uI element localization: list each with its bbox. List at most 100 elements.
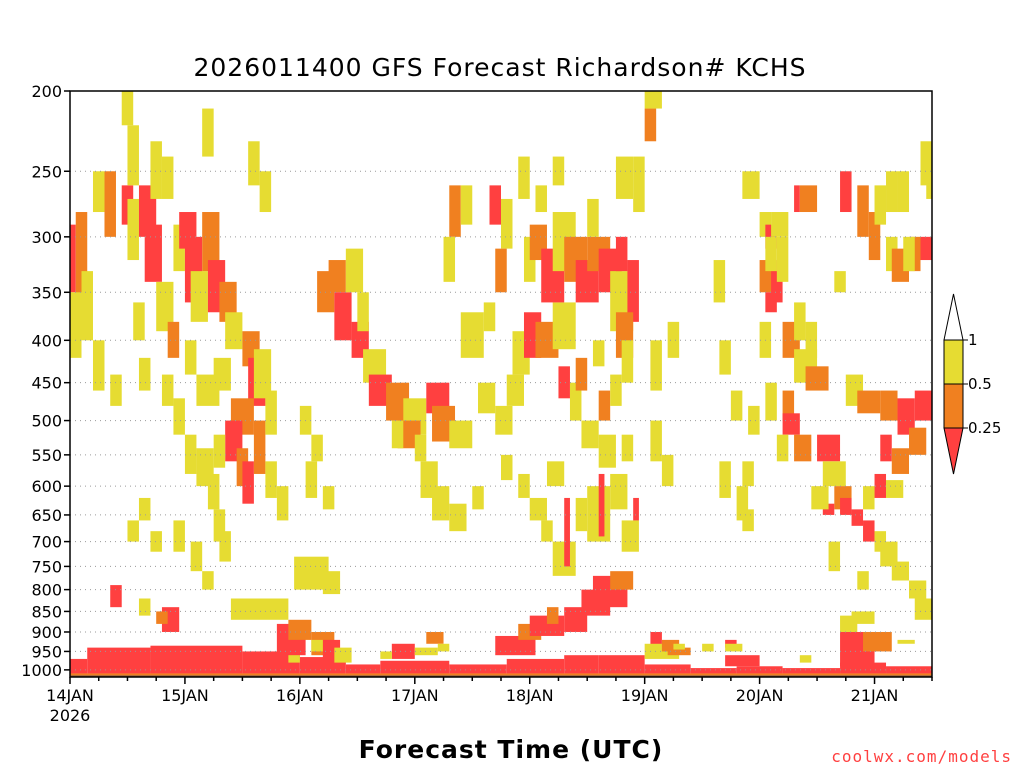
heatmap-cell xyxy=(569,382,582,421)
heatmap-cell xyxy=(92,171,105,213)
heatmap-cell xyxy=(345,664,381,674)
heatmap-cell xyxy=(219,281,237,322)
heatmap-cell xyxy=(127,520,139,542)
y-tick-label: 400 xyxy=(31,331,62,350)
heatmap-cell xyxy=(650,340,662,391)
heatmap-cell xyxy=(552,302,576,350)
heatmap-cell xyxy=(70,292,82,358)
heatmap-cell xyxy=(460,185,473,225)
heatmap-cell xyxy=(311,639,323,652)
heatmap-cell xyxy=(909,580,927,599)
heatmap-cell xyxy=(518,156,530,199)
heatmap-cell xyxy=(242,461,254,504)
heatmap-cell xyxy=(230,598,289,620)
heatmap-cell xyxy=(150,141,162,199)
heatmap-cell xyxy=(868,212,881,261)
heatmap-cell xyxy=(765,236,777,272)
heatmap-cell xyxy=(650,420,662,462)
heatmap-cell xyxy=(248,141,260,186)
heatmap-cell xyxy=(863,520,875,542)
x-tick-label: 14JAN xyxy=(46,686,94,705)
heatmap-cell xyxy=(380,660,450,674)
y-tick-label: 500 xyxy=(31,412,62,431)
heatmap-cell xyxy=(437,643,450,652)
heatmap-cell xyxy=(173,398,185,435)
y-tick-label: 300 xyxy=(31,228,62,247)
heatmap-cell xyxy=(828,541,841,572)
heatmap-cell xyxy=(70,658,88,674)
heatmap-cell xyxy=(627,260,639,322)
heatmap-cell xyxy=(736,666,783,674)
heatmap-cell xyxy=(644,108,657,142)
heatmap-cell xyxy=(259,171,272,213)
heatmap-cell xyxy=(506,658,565,674)
heatmap-cell xyxy=(891,448,910,474)
heatmap-cell xyxy=(575,497,588,532)
heatmap-cell xyxy=(357,292,369,332)
heatmap-cell xyxy=(443,236,456,282)
heatmap-cell xyxy=(840,615,858,632)
source-credit[interactable]: coolwx.com/models xyxy=(831,747,1012,766)
heatmap-cell xyxy=(253,420,266,474)
heatmap-cell xyxy=(667,647,691,656)
y-tick-label: 550 xyxy=(31,446,62,465)
heatmap-cell xyxy=(782,390,795,421)
heatmap-cell xyxy=(138,598,151,616)
heatmap-cell xyxy=(897,398,915,435)
heatmap-cell xyxy=(592,340,605,367)
heatmap-cell xyxy=(661,454,674,487)
y-tick-label: 900 xyxy=(31,623,62,642)
heatmap-cell xyxy=(449,664,507,674)
x-tick-label: 16JAN xyxy=(276,686,324,705)
heatmap-cell xyxy=(156,281,174,332)
heatmap-cell xyxy=(840,171,852,213)
heatmap-cell xyxy=(81,271,93,341)
heatmap-cell xyxy=(794,434,812,462)
y-tick-label: 750 xyxy=(31,557,62,576)
y-tick-label: 650 xyxy=(31,506,62,525)
heatmap-cell xyxy=(799,655,812,663)
heatmap-cell xyxy=(311,434,323,462)
heatmap-cell xyxy=(225,312,243,350)
heatmap-cell xyxy=(598,655,645,674)
heatmap-cell xyxy=(305,461,318,498)
heatmap-cell xyxy=(495,635,536,656)
heatmap-cell xyxy=(472,486,484,510)
heatmap-cell xyxy=(776,236,789,282)
heatmap-cell xyxy=(633,156,645,213)
heatmap-cell xyxy=(857,185,869,237)
heatmap-cell xyxy=(265,461,277,498)
chart-title: 2026011400 GFS Forecast Richardson# KCHS xyxy=(193,53,806,82)
heatmap-cell xyxy=(587,198,599,237)
y-tick-label: 350 xyxy=(31,283,62,302)
heatmap-cell xyxy=(322,571,341,595)
heatmap-cell xyxy=(87,647,151,674)
heatmap-cell xyxy=(799,185,818,213)
y-axis: 200 250 300 350 400 450 500 550 600 650 700 750 800 8… xyxy=(21,82,70,680)
heatmap-cell xyxy=(110,374,122,406)
heatmap-cell xyxy=(121,91,134,126)
x-tick-label: 17JAN xyxy=(391,686,439,705)
heatmap-cell xyxy=(759,212,772,237)
heatmap-cell xyxy=(748,405,760,435)
heatmap-cell xyxy=(541,520,553,542)
heatmap-cell xyxy=(558,366,570,399)
heatmap-cell xyxy=(736,486,749,521)
legend-label: 0.5 xyxy=(968,375,992,393)
heatmap-cell xyxy=(725,643,743,652)
heatmap-cell xyxy=(133,302,145,341)
heatmap-cell xyxy=(730,390,743,421)
heatmap-cell xyxy=(242,651,300,674)
heatmap-cell xyxy=(610,571,634,590)
heatmap-cell xyxy=(368,374,392,406)
heatmap-cell xyxy=(880,434,892,462)
heatmap-cell xyxy=(880,390,898,421)
heatmap-cell xyxy=(104,171,116,237)
heatmap-cell xyxy=(673,643,685,650)
y-tick-label: 250 xyxy=(31,162,62,181)
heatmap-cell xyxy=(75,212,88,303)
heatmap-cell xyxy=(460,312,484,358)
heatmap-cell xyxy=(615,156,634,199)
heatmap-cell xyxy=(156,611,168,624)
